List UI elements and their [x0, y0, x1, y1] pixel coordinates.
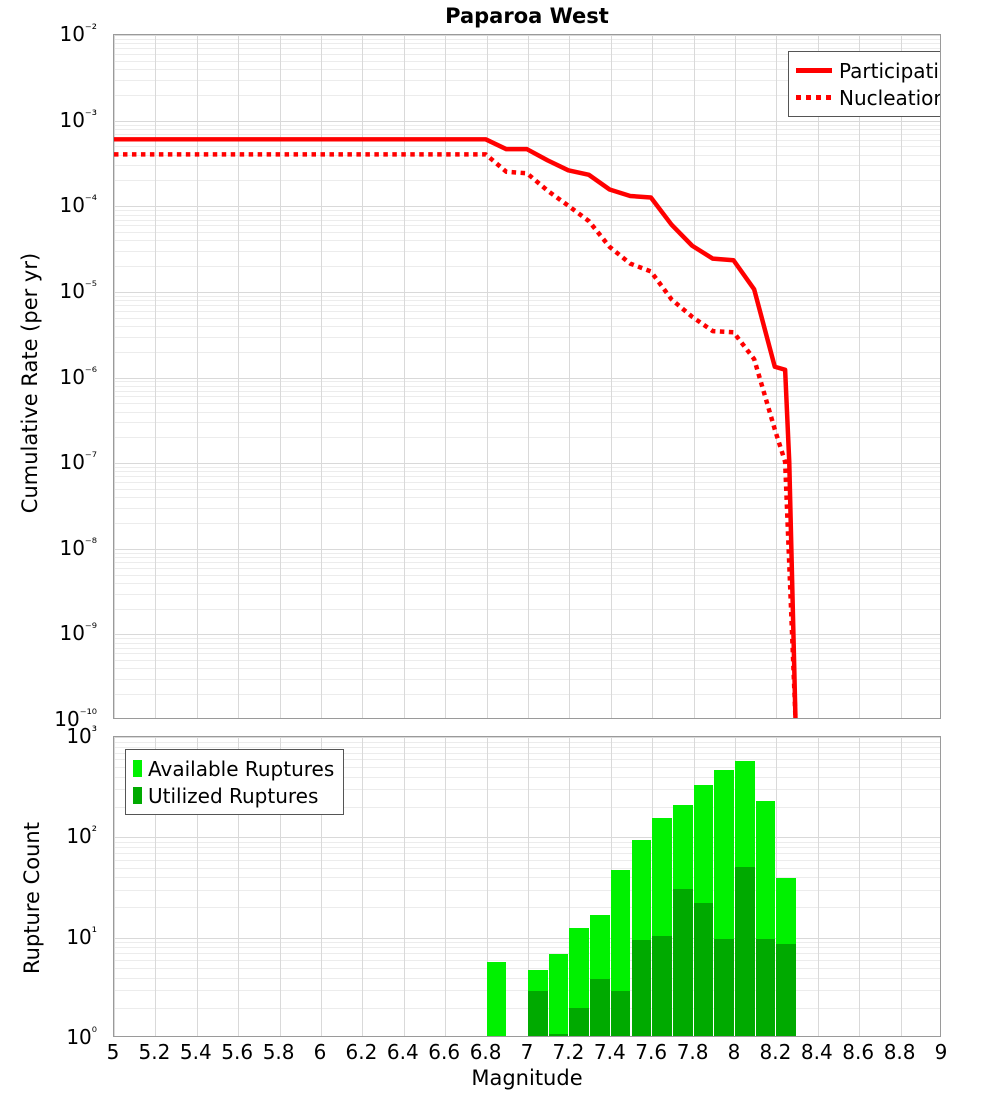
- histogram-bar-utilized: [549, 1034, 569, 1036]
- top-chart-plot-area: Participation Nucleation: [113, 34, 941, 719]
- y-tick-label: 10¹: [66, 925, 97, 949]
- histogram-bar: [549, 954, 569, 1036]
- histogram-bar: [611, 870, 631, 1036]
- legend-item-label: Available Ruptures: [148, 759, 334, 779]
- histogram-bar: [487, 962, 507, 1036]
- histogram-bar: [569, 928, 589, 1036]
- y-tick-label: 10⁻⁶: [59, 365, 97, 389]
- y-tick-label: 10⁻⁸: [59, 536, 97, 560]
- histogram-bar-utilized: [714, 939, 734, 1036]
- histogram-bar-utilized: [673, 889, 693, 1036]
- histogram-bar-utilized: [528, 991, 548, 1036]
- y-tick-label: 10³: [66, 724, 97, 748]
- top-chart-legend: Participation Nucleation: [788, 51, 941, 117]
- histogram-bar: [632, 840, 652, 1036]
- legend-item: Nucleation: [796, 84, 941, 111]
- histogram-bar: [673, 805, 693, 1036]
- histogram-bar-utilized: [590, 979, 610, 1036]
- figure-root: Paparoa West Cumulative Rate (per yr) Ru…: [0, 0, 1000, 1100]
- bottom-chart-y-axis-label: Rupture Count: [19, 788, 45, 1008]
- legend-item: Participation: [796, 57, 941, 84]
- y-tick-label: 10⁻⁷: [59, 450, 97, 474]
- legend-item-label: Nucleation: [839, 88, 941, 108]
- histogram-bar: [776, 878, 796, 1037]
- histogram-bar-utilized: [632, 940, 652, 1036]
- histogram-bar: [590, 915, 610, 1036]
- legend-color-swatch: [133, 787, 142, 804]
- histogram-bar: [714, 770, 734, 1036]
- histogram-bar-utilized: [652, 936, 672, 1036]
- histogram-bar-utilized: [569, 1008, 589, 1036]
- histogram-bar-utilized: [694, 903, 714, 1036]
- histogram-bar-utilized: [776, 944, 796, 1036]
- page-title: Paparoa West: [113, 4, 941, 28]
- y-tick-label: 10⁻³: [59, 108, 97, 132]
- legend-line-swatch: [796, 95, 832, 100]
- bottom-chart-legend: Available Ruptures Utilized Ruptures: [125, 749, 344, 815]
- histogram-bar-utilized: [735, 867, 755, 1036]
- legend-item-label: Participation: [839, 61, 941, 81]
- y-tick-label: 10⁻⁴: [59, 193, 97, 217]
- curve-nucleation: [114, 154, 795, 718]
- y-tick-label: 10⁻⁹: [59, 621, 97, 645]
- top-chart-curves: [114, 35, 940, 718]
- histogram-bar-utilized: [756, 939, 776, 1036]
- x-tick-labels: 55.25.45.65.866.26.46.66.877.27.47.67.88…: [113, 1040, 941, 1066]
- histogram-bar: [652, 818, 672, 1036]
- x-axis-label: Magnitude: [113, 1066, 941, 1090]
- y-tick-label: 10²: [66, 824, 97, 848]
- legend-color-swatch: [133, 760, 142, 777]
- histogram-bar: [694, 785, 714, 1036]
- histogram-bar: [756, 801, 776, 1036]
- top-chart-y-axis-label: Cumulative Rate (per yr): [17, 213, 43, 553]
- legend-line-swatch: [796, 68, 832, 73]
- legend-item: Utilized Ruptures: [133, 782, 334, 809]
- y-tick-label: 10⁻²: [59, 22, 97, 46]
- y-tick-label: 10⁻⁵: [59, 279, 97, 303]
- histogram-bar: [735, 761, 755, 1036]
- legend-item-label: Utilized Ruptures: [148, 786, 318, 806]
- legend-item: Available Ruptures: [133, 755, 334, 782]
- bottom-chart-plot-area: Available Ruptures Utilized Ruptures: [113, 736, 941, 1037]
- histogram-bar: [528, 970, 548, 1036]
- histogram-bar-utilized: [611, 991, 631, 1036]
- curve-participation: [114, 139, 795, 718]
- x-tick-label: 9: [911, 1040, 971, 1064]
